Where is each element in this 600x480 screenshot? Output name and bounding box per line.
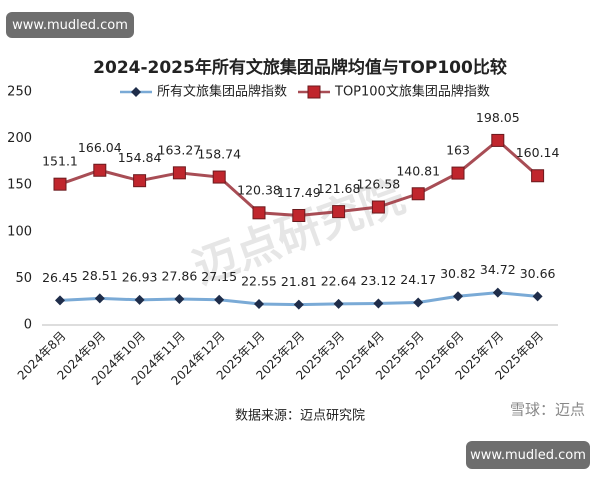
- diamond-marker: [373, 298, 384, 309]
- value-label: 21.81: [281, 274, 317, 289]
- source: 数据来源：迈点研究院: [235, 409, 365, 424]
- chart-title: 2024-2025年所有文旅集团品牌均值与TOP100比较: [93, 57, 507, 78]
- y-tick-label: 200: [7, 131, 32, 146]
- value-label: 24.17: [400, 272, 436, 287]
- watermark-box: [466, 441, 590, 469]
- y-tick-label: 50: [15, 271, 32, 286]
- value-label: 140.81: [396, 163, 440, 178]
- watermark-box: [6, 12, 134, 38]
- value-label: 23.12: [361, 273, 397, 288]
- diamond-marker: [254, 298, 264, 309]
- value-label: 163.27: [158, 142, 202, 157]
- diamond-marker: [492, 287, 503, 298]
- value-label: 30.66: [520, 266, 556, 281]
- value-label: 22.55: [241, 273, 277, 288]
- square-marker: [172, 166, 186, 180]
- value-label: 34.72: [480, 262, 516, 277]
- xueqiu-watermark: 雪球：迈点: [510, 401, 585, 419]
- square-marker: [307, 85, 321, 99]
- diamond-marker: [134, 294, 145, 305]
- square-marker: [491, 133, 505, 147]
- value-label: 158.74: [197, 147, 241, 162]
- value-label: 117.49: [277, 185, 321, 200]
- value-label: 27.86: [162, 269, 198, 284]
- diamond-marker: [453, 291, 463, 302]
- diamond-marker: [174, 294, 185, 305]
- value-label: 22.64: [321, 273, 357, 288]
- square-marker: [451, 166, 465, 180]
- diamond-marker: [413, 297, 424, 308]
- value-label: 163: [446, 143, 470, 158]
- square-marker: [133, 174, 147, 188]
- y-tick-label: 100: [7, 224, 32, 239]
- value-label: 27.15: [201, 269, 237, 284]
- square-marker: [212, 170, 226, 184]
- value-label: 28.51: [82, 268, 118, 283]
- diamond-marker: [532, 291, 543, 302]
- square-marker: [252, 206, 266, 220]
- diamond-marker: [214, 294, 225, 305]
- bottom-watermark: www.mudled.com: [470, 448, 586, 463]
- value-label: 198.05: [476, 110, 520, 125]
- value-label: 120.38: [237, 182, 281, 197]
- value-label: 126.58: [357, 177, 401, 192]
- value-label: 166.04: [78, 140, 122, 155]
- square-marker: [53, 177, 67, 191]
- value-label: 30.82: [440, 266, 476, 281]
- diamond-marker: [131, 87, 141, 97]
- square-marker: [411, 187, 425, 201]
- value-label: 26.93: [122, 269, 158, 284]
- legend-label: 所有文旅集团品牌指数: [157, 84, 287, 100]
- legend-label: TOP100文旅集团品牌指数: [334, 84, 490, 100]
- diamond-marker: [94, 293, 105, 304]
- value-label: 160.14: [516, 145, 560, 160]
- top-watermark: www.mudled.com: [12, 18, 128, 33]
- y-tick-label: 0: [24, 318, 32, 333]
- square-marker: [93, 163, 107, 177]
- square-marker: [332, 205, 346, 219]
- square-marker: [531, 169, 545, 183]
- y-tick-label: 150: [7, 178, 32, 193]
- diamond-marker: [333, 298, 344, 309]
- diamond-marker: [293, 299, 304, 310]
- value-label: 151.1: [42, 154, 78, 169]
- y-tick-label: 250: [7, 85, 32, 100]
- value-label: 154.84: [118, 150, 162, 165]
- diamond-marker: [55, 295, 65, 306]
- value-label: 121.68: [317, 181, 361, 196]
- square-marker: [371, 200, 385, 214]
- value-label: 26.45: [42, 270, 78, 285]
- square-marker: [292, 208, 306, 222]
